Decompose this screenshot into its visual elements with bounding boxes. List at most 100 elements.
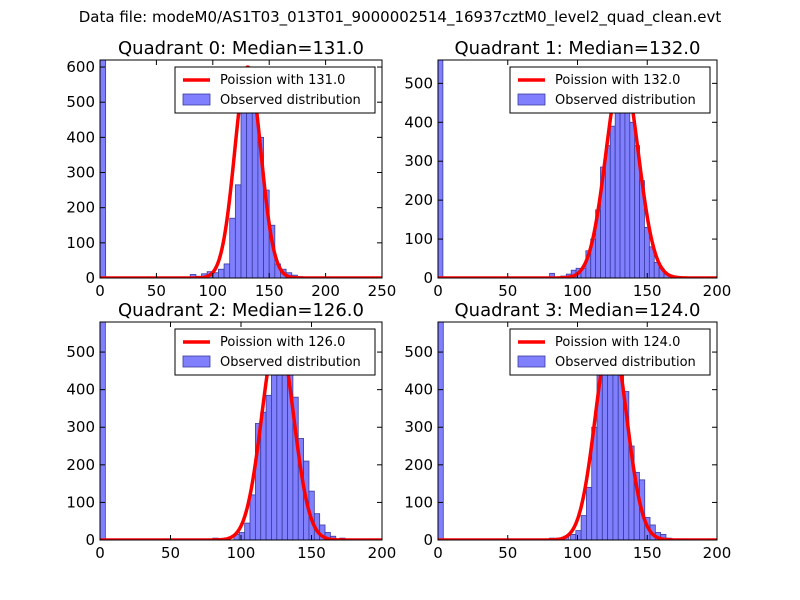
y-tick-label: 100 [404,493,433,511]
histogram-bar [629,121,636,278]
legend-hist-swatch [182,93,211,106]
histogram-bar [229,217,236,278]
histogram-bar [586,486,593,540]
legend-hist-swatch [517,93,546,106]
x-tick-label: 0 [95,544,105,562]
legend-hist-swatch [182,355,211,368]
histogram-bar [240,112,248,278]
x-tick-label: 250 [368,282,397,300]
y-tick-label: 500 [66,343,95,361]
y-tick-label: 300 [66,164,95,182]
histogram-bar [601,347,609,540]
x-tick-label: 50 [147,282,166,300]
subplot-1: 0 50 100 150 200 0 100 200 300 400 500 Quadrant 1: … [404,38,731,300]
histogram-bar [281,349,288,540]
x-tick-label: 200 [368,544,397,562]
y-tick-label: 500 [404,74,433,92]
x-tick-label: 0 [433,544,443,562]
subplot-title: Quadrant 1: Median=132.0 [455,38,701,59]
legend-curve-label: Poission with 124.0 [555,335,680,350]
y-tick-label: 600 [66,58,95,76]
subplot-title: Quadrant 2: Median=126.0 [118,300,364,321]
histogram-bar [605,145,611,278]
x-tick-label: 0 [433,282,443,300]
legend-curve-label: Poission with 132.0 [555,73,680,88]
legend: Poission with 124.0 Observed distribution [509,328,711,376]
subplot-3: 0 50 100 150 200 0 100 200 300 400 500 Quadrant 3: … [404,300,731,562]
y-tick-label: 200 [404,191,433,209]
legend-hist-label: Observed distribution [555,355,696,370]
histogram-bar [614,102,621,278]
histogram-bar [260,411,267,540]
x-tick-label: 100 [227,544,256,562]
histogram-bar [549,272,555,278]
subplot-0: 0 50 100 150 200 250 0 100 200 300 400 500 600 Quadra… [66,38,396,300]
x-tick-label: 200 [703,282,732,300]
y-tick-label: 400 [66,381,95,399]
histogram-bar [265,394,272,540]
legend: Poission with 126.0 Observed distribution [174,328,376,376]
x-tick-label: 50 [498,544,517,562]
x-tick-label: 100 [563,282,592,300]
histogram-bar [575,530,582,540]
legend: Poission with 132.0 Observed distribution [509,66,711,114]
y-tick-label: 0 [423,269,433,287]
x-tick-label: 150 [297,544,326,562]
y-tick-label: 0 [85,531,95,549]
y-tick-label: 400 [404,381,433,399]
histogram-bar [238,532,246,540]
x-tick-label: 50 [498,282,517,300]
x-tick-label: 150 [255,282,284,300]
x-tick-label: 150 [633,544,662,562]
legend-curve-label: Poission with 126.0 [220,335,345,350]
legend-hist-label: Observed distribution [220,355,361,370]
x-tick-label: 100 [198,282,227,300]
y-tick-label: 200 [404,456,433,474]
legend-hist-swatch [517,355,546,368]
y-tick-label: 500 [404,343,433,361]
y-tick-label: 200 [66,456,95,474]
y-tick-label: 300 [66,418,95,436]
histogram-bar [607,362,614,540]
y-tick-label: 100 [66,493,95,511]
x-tick-label: 50 [161,544,180,562]
legend-curve-label: Poission with 131.0 [220,73,345,88]
x-tick-label: 200 [703,544,732,562]
histogram-bar [609,125,616,278]
legend-hist-label: Observed distribution [220,93,361,108]
y-tick-label: 200 [66,199,95,217]
histogram-bar [438,322,444,540]
histogram-bar [100,322,106,540]
histogram-bar [624,102,631,278]
histogram-bar [580,515,587,540]
histogram-bar [570,533,577,540]
y-tick-label: 0 [423,531,433,549]
x-tick-label: 200 [311,282,340,300]
histogram-bar [644,226,650,278]
histogram-bar [100,60,107,278]
subplot-2: 0 50 100 150 200 0 100 200 300 400 500 Quadrant 2: … [66,300,396,562]
histogram-bar [251,105,259,278]
axes-frame [99,59,383,279]
histogram-bar [617,374,624,540]
histogram-bar [438,60,444,278]
y-tick-label: 100 [66,234,95,252]
histogram-bar [234,184,242,278]
legend: Poission with 131.0 Observed distribution [174,66,376,114]
subplot-title: Quadrant 3: Median=124.0 [455,300,701,321]
legend-hist-label: Observed distribution [555,93,696,108]
y-tick-label: 0 [85,269,95,287]
histogram-bar [246,98,253,278]
y-tick-label: 400 [66,128,95,146]
y-tick-label: 300 [404,418,433,436]
y-tick-label: 500 [66,93,95,111]
subplot-title: Quadrant 0: Median=131.0 [118,38,364,59]
histogram-bar [244,522,251,540]
figure-title: Data file: modeM0/AS1T03_013T01_90000025… [78,8,722,26]
histogram-bar [218,268,225,278]
histogram-bar [223,263,231,278]
y-tick-label: 400 [404,113,433,131]
x-tick-label: 100 [563,544,592,562]
histogram-bar [249,494,256,540]
